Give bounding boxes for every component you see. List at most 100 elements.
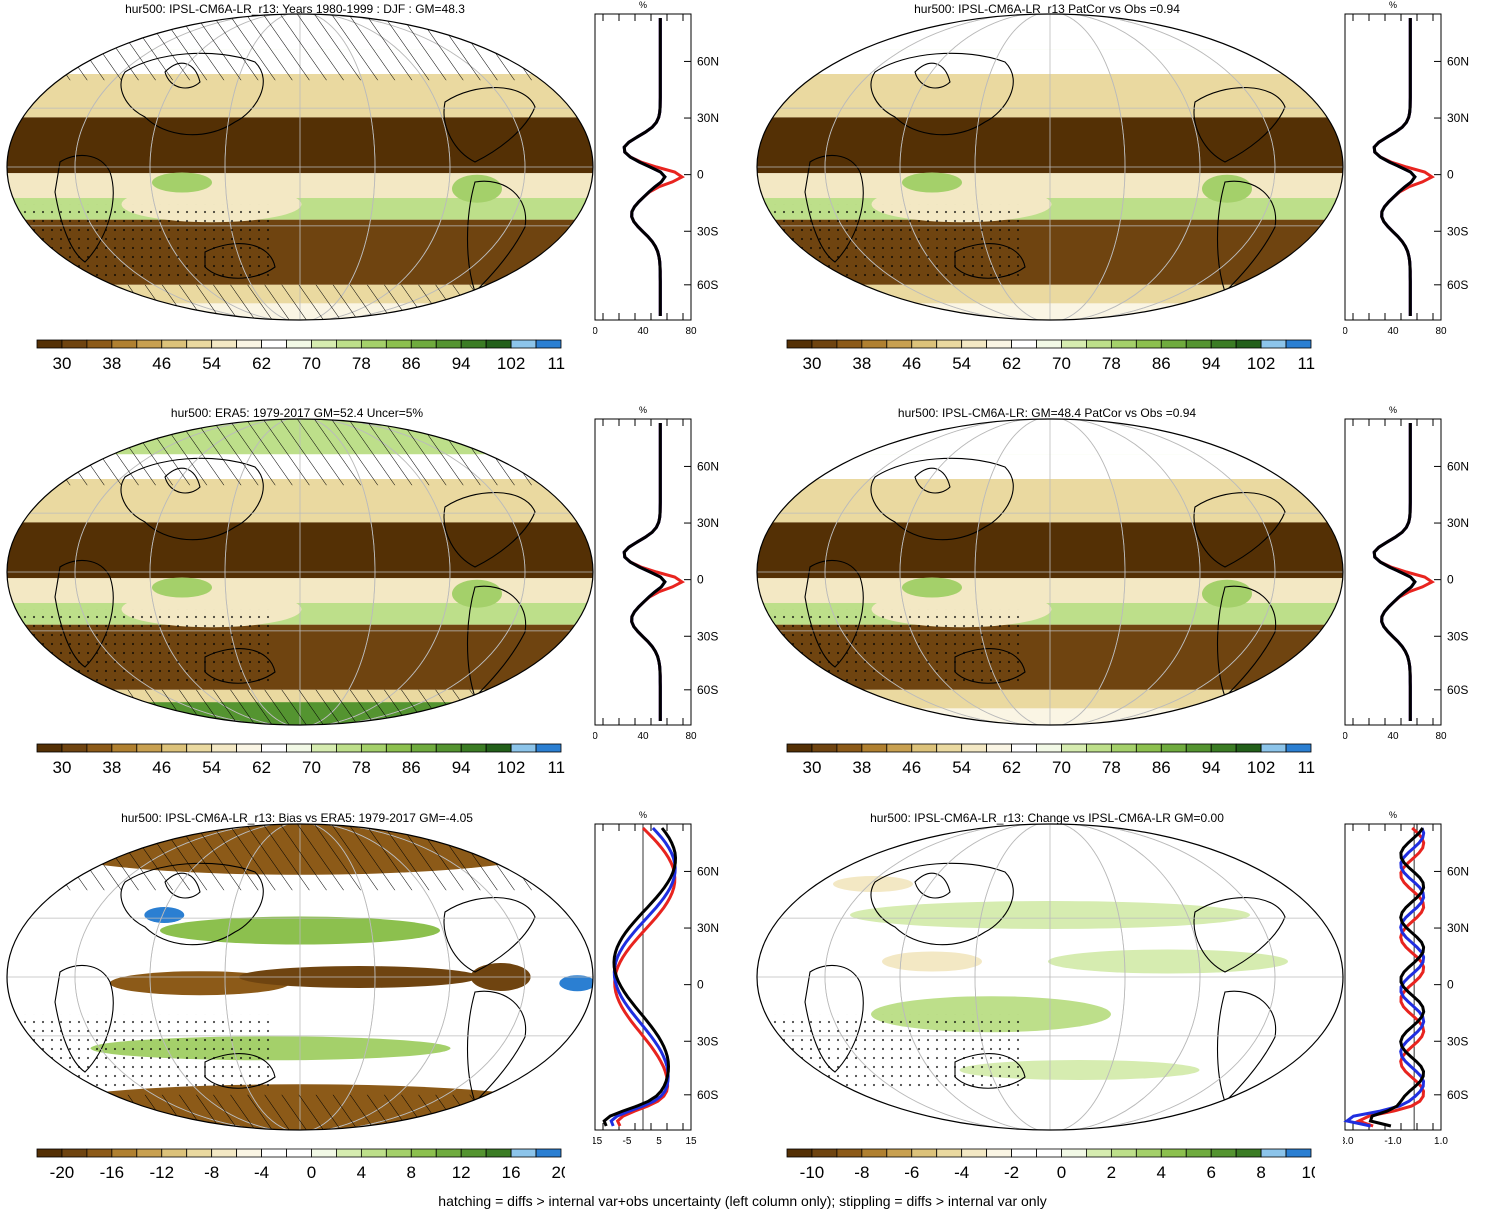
colorbar-box: [136, 339, 163, 349]
profile-x-tick: 80: [1435, 326, 1447, 337]
profile-lat-label: 30S: [1447, 1034, 1468, 1048]
colorbar-box: [161, 339, 188, 349]
colorbar-box: [385, 1148, 412, 1158]
colorbar-tick-label: 70: [1052, 758, 1071, 777]
colorbar-box: [111, 1148, 138, 1158]
colorbar-box: [311, 339, 337, 349]
colorbar-tick-label: 78: [1102, 354, 1121, 373]
colorbar-tick-label: 102: [1247, 354, 1275, 373]
colorbar-box: [1036, 339, 1062, 349]
colorbar-box: [36, 1148, 63, 1158]
profile-lat-label: 30S: [697, 224, 718, 238]
colorbar-box: [385, 339, 412, 349]
colorbar-tick-label: -8: [204, 1163, 219, 1182]
coastlines: [804, 457, 1286, 699]
colorbar-box: [1160, 743, 1187, 753]
profile-lat-label: 60N: [1447, 54, 1469, 68]
colorbar-box: [236, 1148, 262, 1158]
colorbar-box: [61, 1148, 88, 1158]
colorbar-box: [336, 1148, 362, 1158]
profile-lat-label: 30S: [1447, 629, 1468, 643]
colorbar-box: [510, 1148, 537, 1158]
graticule: [757, 14, 1343, 320]
colorbar-tick-label: 78: [352, 758, 371, 777]
profile-line: [1343, 827, 1426, 1128]
profile-x-tick: 5: [656, 1136, 662, 1147]
colorbar-box: [36, 339, 63, 349]
profile-lat-label: 60S: [1447, 1088, 1468, 1102]
profile-unit: %: [1389, 0, 1397, 10]
colorbar-tick-label: 46: [902, 758, 921, 777]
colorbar-tick-label: 70: [1052, 354, 1071, 373]
colorbar-box: [1235, 1148, 1262, 1158]
colorbar-box: [1260, 743, 1287, 753]
colorbar: 30 38 46 54 62 70 78 86 94 102 110: [36, 339, 565, 373]
profile-lat-label: 0: [697, 978, 704, 992]
colorbar-box: [485, 1148, 512, 1158]
profile-lat-label: 60N: [1447, 864, 1469, 878]
profile-lat-label: 0: [1447, 573, 1454, 587]
profile-unit: %: [639, 810, 647, 820]
colorbar-box: [1210, 339, 1237, 349]
colorbar-tick-label: 46: [902, 354, 921, 373]
colorbar-box: [1061, 1148, 1087, 1158]
colorbar-tick-label: 38: [102, 354, 121, 373]
colorbar-tick-label: 94: [1202, 354, 1221, 373]
profile-lat-label: 60S: [697, 1088, 718, 1102]
profile-x-tick: 80: [1435, 731, 1447, 742]
colorbar-tick-label: 12: [452, 1163, 471, 1182]
colorbar-box: [1086, 339, 1112, 349]
colorbar-box: [311, 1148, 337, 1158]
profile-x-tick: -1.0: [1384, 1136, 1402, 1147]
colorbar-tick-label: 102: [1247, 758, 1275, 777]
colorbar-tick-label: 0: [1057, 1163, 1066, 1182]
profile-line: [622, 423, 667, 721]
colorbar-box: [1185, 743, 1212, 753]
graticule: [757, 824, 1343, 1130]
colorbar-box: [261, 339, 287, 349]
profile-x-tick: 40: [1387, 326, 1399, 337]
colorbar-tick-label: 4: [1157, 1163, 1166, 1182]
profile-x-tick: -15: [593, 1136, 603, 1147]
profile-lat-label: 0: [1447, 168, 1454, 182]
graticule: [757, 419, 1343, 725]
colorbar-box: [385, 743, 412, 753]
profile-x-tick: 80: [685, 326, 697, 337]
colorbar-tick-label: 110: [547, 758, 565, 777]
colorbar-tick-label: -4: [254, 1163, 269, 1182]
colorbar-box: [111, 339, 138, 349]
profile-line: [1372, 423, 1417, 721]
colorbar-box: [460, 1148, 487, 1158]
profile-lat-label: 60S: [697, 683, 718, 697]
colorbar-box: [435, 743, 462, 753]
profile-lat-label: 0: [1447, 978, 1454, 992]
colorbar-tick-label: -10: [800, 1163, 825, 1182]
profile-lat-label: 60S: [1447, 278, 1468, 292]
colorbar-box: [1011, 743, 1037, 753]
colorbar-box: [186, 339, 213, 349]
colorbar-box: [1036, 1148, 1062, 1158]
colorbar-box: [1110, 743, 1137, 753]
profile-unit: %: [1389, 405, 1397, 415]
colorbar-box: [535, 1148, 562, 1158]
colorbar-tick-label: 30: [802, 758, 821, 777]
colorbar-box: [911, 339, 938, 349]
colorbar-tick-label: 94: [1202, 758, 1221, 777]
colorbar-box: [136, 743, 163, 753]
colorbar-box: [936, 1148, 963, 1158]
colorbar-box: [460, 743, 487, 753]
colorbar-box: [36, 743, 63, 753]
profile-lat-label: 30N: [697, 516, 719, 530]
colorbar-box: [861, 339, 888, 349]
colorbar-box: [286, 743, 312, 753]
profile-x-tick: 0: [1343, 731, 1348, 742]
robinson-map: [6, 13, 594, 321]
colorbar-tick-label: 86: [402, 758, 421, 777]
profile-lat-label: 60N: [1447, 459, 1469, 473]
colorbar-box: [460, 339, 487, 349]
robinson-map: [756, 823, 1344, 1131]
colorbar: 30 38 46 54 62 70 78 86 94 102 110: [786, 743, 1315, 777]
colorbar-tick-label: 86: [1152, 758, 1171, 777]
colorbar-box: [360, 1148, 387, 1158]
colorbar-box: [61, 339, 88, 349]
